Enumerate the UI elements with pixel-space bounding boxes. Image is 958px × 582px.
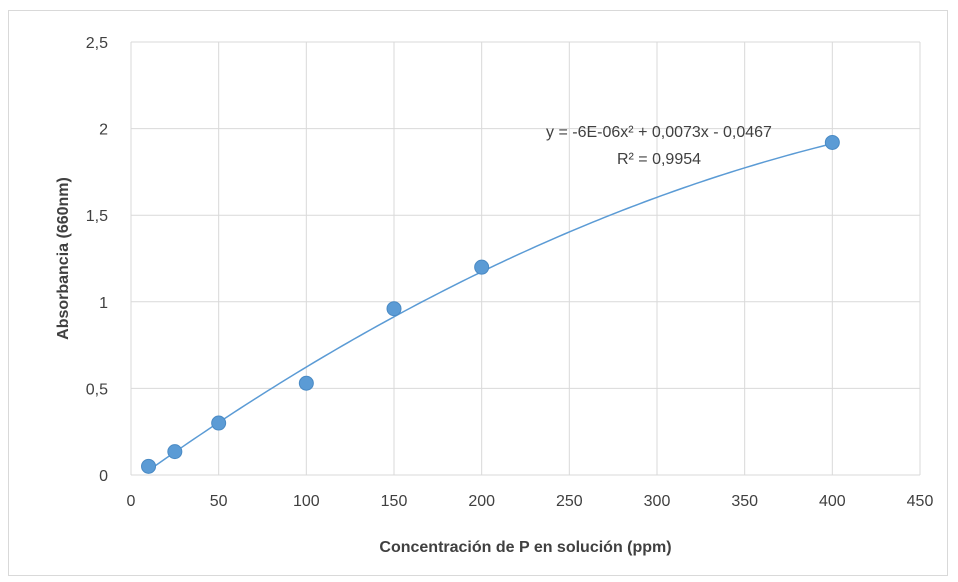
trendline-r-squared: R² = 0,9954 bbox=[617, 151, 701, 168]
grid-lines bbox=[130, 41, 921, 476]
data-point bbox=[141, 458, 157, 474]
y-tick-label: 2,5 bbox=[86, 35, 108, 52]
x-tick-label: 350 bbox=[731, 493, 758, 510]
y-tick-label: 0 bbox=[99, 468, 108, 485]
data-point bbox=[211, 415, 227, 431]
trendline-equation: y = -6E-06x² + 0,0073x - 0,0467 bbox=[546, 124, 772, 141]
x-tick-label: 200 bbox=[468, 493, 495, 510]
data-point bbox=[824, 134, 840, 150]
x-tick-labels: 0 50 100 150 200 250 300 350 400 450 bbox=[127, 493, 934, 510]
x-tick-label: 150 bbox=[381, 493, 408, 510]
x-tick-label: 450 bbox=[907, 493, 934, 510]
y-tick-label: 1,5 bbox=[86, 208, 108, 225]
data-point bbox=[386, 301, 402, 317]
y-tick-label: 1 bbox=[99, 295, 108, 312]
data-points bbox=[141, 134, 840, 474]
y-tick-labels: 0 0,5 1 1,5 2 2,5 bbox=[86, 35, 108, 485]
x-tick-label: 300 bbox=[644, 493, 671, 510]
x-tick-label: 100 bbox=[293, 493, 320, 510]
x-tick-label: 50 bbox=[210, 493, 228, 510]
data-point bbox=[474, 259, 490, 275]
y-axis-title: Absorbancia (660nm) bbox=[55, 177, 72, 340]
data-point bbox=[298, 375, 314, 391]
y-tick-label: 2 bbox=[99, 122, 108, 139]
y-tick-label: 0,5 bbox=[86, 381, 108, 398]
trendline bbox=[148, 142, 833, 472]
data-point bbox=[167, 444, 183, 460]
chart-frame bbox=[8, 10, 948, 576]
x-tick-label: 0 bbox=[127, 493, 136, 510]
x-tick-label: 400 bbox=[819, 493, 846, 510]
x-axis-title: Concentración de P en solución (ppm) bbox=[379, 539, 671, 556]
x-tick-label: 250 bbox=[556, 493, 583, 510]
